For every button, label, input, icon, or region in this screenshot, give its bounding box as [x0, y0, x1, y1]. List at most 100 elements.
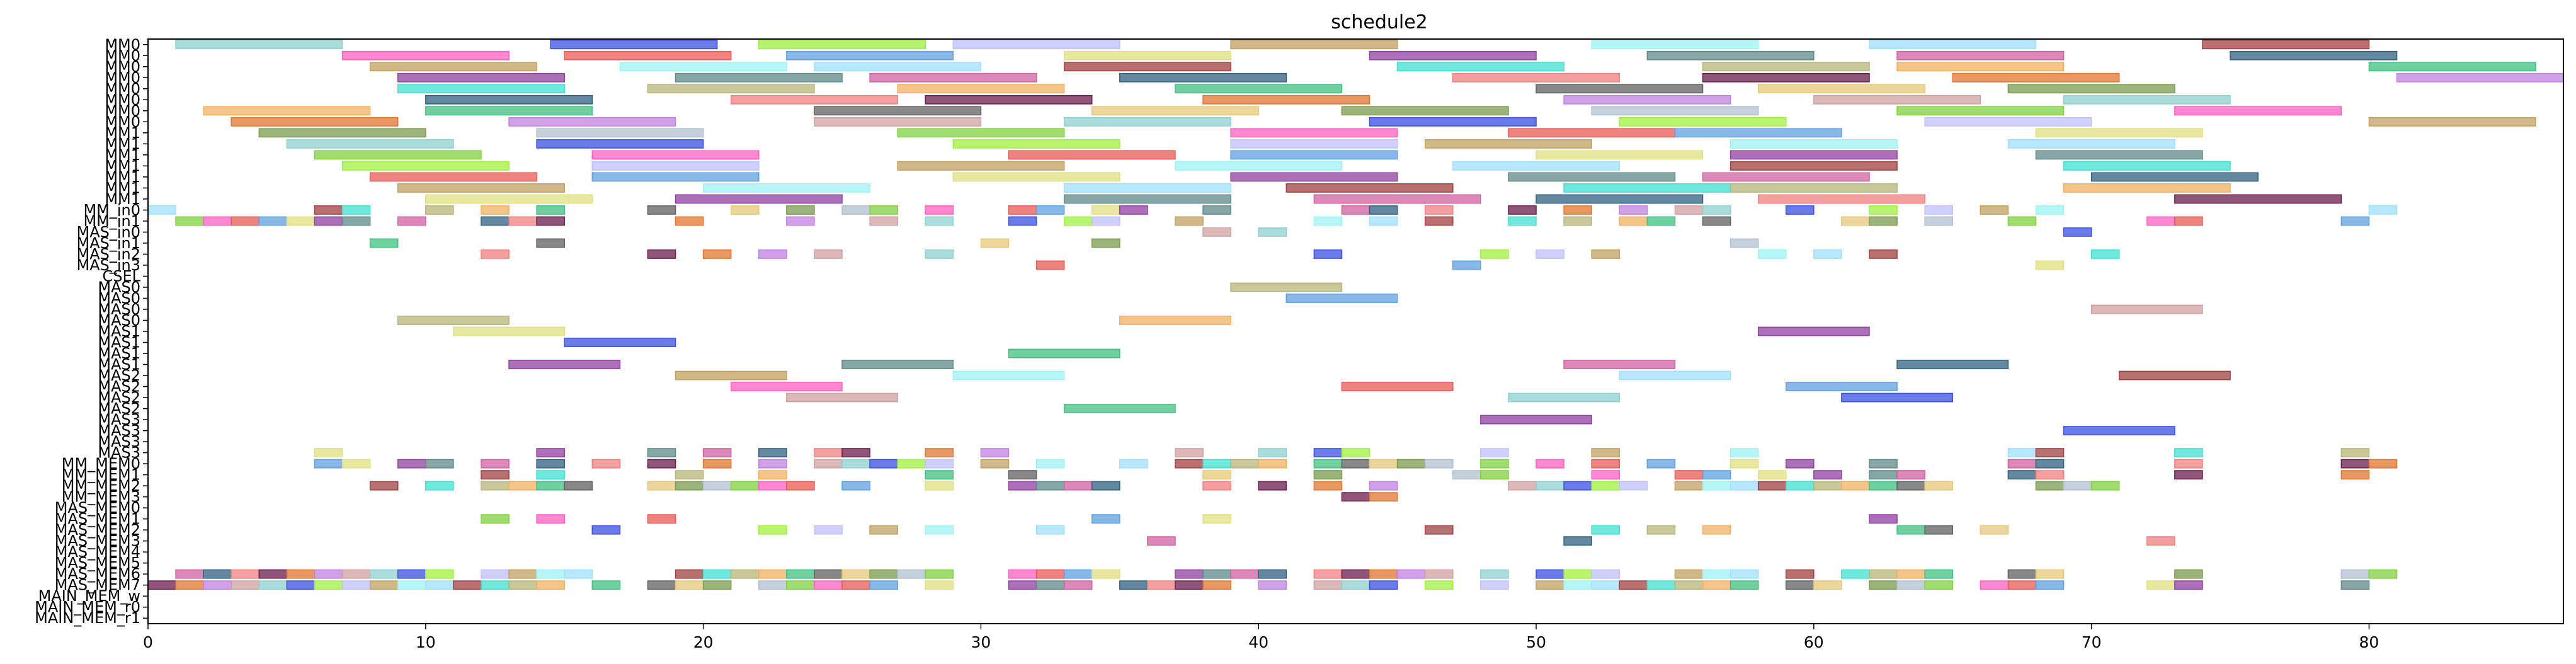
row-label: MM_MEM1: [62, 466, 140, 484]
task-bar: [1258, 580, 1287, 590]
row-label: MAS3: [98, 444, 140, 462]
task-bar: [1035, 580, 1065, 590]
task-bar: [1896, 580, 1925, 590]
task-bar: [730, 205, 760, 215]
row-labels: MM0MM0MM0MM0MM0MM0MM0MM0MM1MM1MM1MM1MM1M…: [35, 36, 148, 627]
task-bar: [814, 448, 843, 458]
task-bar: [1896, 360, 2009, 369]
row-label: MM0: [105, 91, 140, 108]
task-bar: [2035, 205, 2065, 215]
task-bar: [647, 84, 815, 94]
task-bar: [1536, 84, 1704, 94]
task-bar: [1730, 238, 1759, 248]
task-bar: [2174, 580, 2203, 590]
task-bar: [175, 569, 204, 579]
task-bar: [2368, 62, 2536, 72]
task-bar: [1924, 525, 1953, 535]
task-bar: [1841, 569, 1870, 579]
task-bar: [925, 459, 954, 469]
task-bar: [1369, 492, 1398, 502]
task-bar: [814, 106, 982, 116]
task-bar: [1924, 481, 1953, 491]
task-bar: [536, 481, 565, 491]
task-bar: [786, 580, 815, 590]
task-bar: [758, 249, 787, 259]
task-bar: [1757, 194, 1925, 204]
task-bar: [1813, 481, 1842, 491]
task-bar: [1313, 459, 1343, 469]
task-bar: [175, 216, 204, 226]
task-bar: [841, 360, 954, 369]
task-bar: [536, 569, 565, 579]
task-bar: [1508, 392, 1621, 403]
task-bar: [1008, 348, 1120, 358]
task-bar: [1646, 50, 1815, 60]
task-bar: [1147, 536, 1176, 546]
task-bar: [1202, 481, 1231, 491]
task-bar: [564, 569, 593, 579]
task-bar: [1175, 580, 1204, 590]
task-bar: [1424, 580, 1454, 590]
task-bar: [758, 525, 787, 535]
task-bar: [1202, 459, 1231, 469]
task-bar: [1313, 216, 1343, 226]
task-bar: [481, 514, 510, 524]
row-label: MAS1: [98, 323, 140, 340]
task-bar: [1841, 216, 1870, 226]
task-bar: [1175, 448, 1204, 458]
task-bar: [1202, 94, 1371, 105]
task-bar: [1757, 84, 1925, 94]
task-bar: [1813, 470, 1842, 480]
row-label: MAS1: [98, 356, 140, 374]
task-bar: [1202, 514, 1231, 524]
task-bar: [2063, 426, 2175, 435]
task-bar: [1646, 459, 1676, 469]
task-bar: [1702, 481, 1731, 491]
task-bar: [1702, 205, 1731, 215]
task-bar: [980, 448, 1010, 458]
task-bar: [1035, 481, 1065, 491]
task-bar: [2007, 216, 2037, 226]
task-bar: [869, 205, 898, 215]
task-bar: [897, 84, 1065, 94]
task-bar: [1702, 172, 1870, 182]
row-label: MM0: [105, 113, 140, 130]
task-bar: [1896, 481, 1925, 491]
task-bar: [481, 481, 510, 491]
task-bar: [647, 249, 676, 259]
task-bar: [952, 139, 1120, 149]
task-bar: [897, 459, 926, 469]
task-bar: [647, 514, 676, 524]
task-bar: [758, 448, 787, 458]
chart-title: schedule2: [1331, 11, 1428, 33]
task-bar: [647, 459, 676, 469]
task-bar: [1230, 150, 1398, 160]
task-bar: [1563, 360, 1676, 369]
task-bar: [730, 481, 760, 491]
task-bar: [258, 128, 426, 138]
task-bar: [925, 94, 1093, 105]
task-bar: [814, 525, 843, 535]
task-bar: [1896, 525, 1925, 535]
task-bar: [1369, 205, 1398, 215]
task-bar: [2146, 580, 2175, 590]
task-bar: [675, 216, 704, 226]
task-bar: [1063, 194, 1231, 204]
task-bar: [2063, 161, 2231, 171]
task-bar: [1008, 216, 1037, 226]
task-bar: [341, 459, 371, 469]
task-bar: [397, 316, 510, 325]
task-bar: [841, 448, 870, 458]
task-bar: [869, 459, 898, 469]
task-bar: [1175, 569, 1204, 579]
task-bar: [1480, 470, 1509, 480]
row-label: MAS2: [98, 389, 140, 406]
task-bar: [1646, 580, 1676, 590]
task-bar: [897, 569, 926, 579]
task-bar: [814, 249, 843, 259]
task-bar: [1230, 282, 1343, 292]
task-bar: [952, 370, 1065, 381]
task-bar: [1841, 392, 1953, 403]
task-bar: [1091, 205, 1120, 215]
